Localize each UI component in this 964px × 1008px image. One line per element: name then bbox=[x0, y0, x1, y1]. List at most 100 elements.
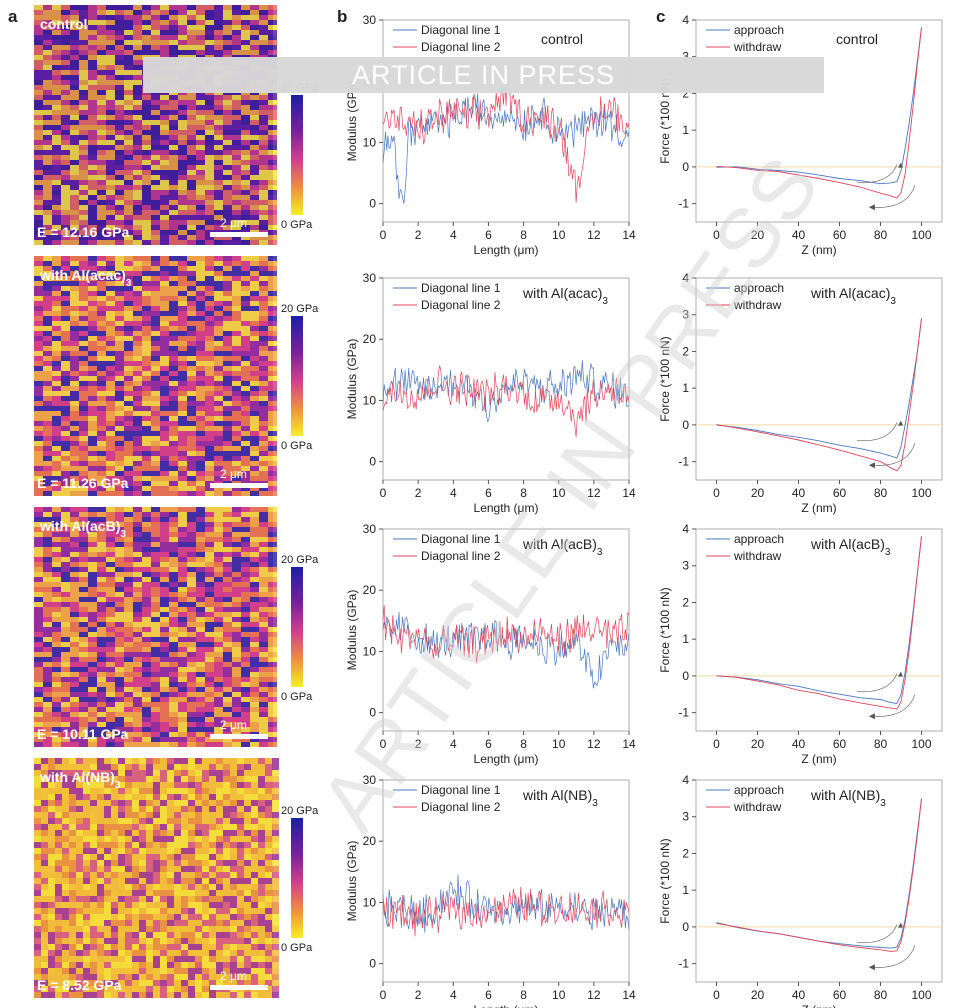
afm-pixel bbox=[169, 396, 178, 401]
afm-pixel bbox=[223, 830, 230, 836]
afm-pixel bbox=[88, 587, 97, 592]
afm-pixel bbox=[187, 371, 196, 376]
afm-pixel bbox=[142, 281, 151, 286]
afm-pixel bbox=[272, 926, 279, 932]
afm-pixel bbox=[34, 235, 43, 240]
afm-pixel bbox=[139, 896, 146, 902]
afm-pixel bbox=[70, 637, 79, 642]
afm-pixel bbox=[151, 517, 160, 522]
afm-pixel bbox=[106, 105, 115, 110]
afm-pixel bbox=[88, 130, 97, 135]
afm-pixel bbox=[196, 10, 205, 15]
afm-pixel bbox=[169, 542, 178, 547]
afm-pixel bbox=[111, 896, 118, 902]
afm-pixel bbox=[151, 441, 160, 446]
afm-pixel bbox=[62, 764, 69, 770]
afm-pixel bbox=[178, 547, 187, 552]
afm-pixel bbox=[196, 271, 205, 276]
afm-pixel bbox=[62, 794, 69, 800]
afm-pixel bbox=[69, 854, 76, 860]
afm-pixel bbox=[151, 281, 160, 286]
afm-pixel bbox=[52, 381, 61, 386]
afm-pixel bbox=[230, 830, 237, 836]
afm-pixel bbox=[259, 235, 268, 240]
afm-pixel bbox=[43, 421, 52, 426]
afm-pixel bbox=[205, 517, 214, 522]
afm-pixel bbox=[268, 271, 277, 276]
afm-pixel bbox=[146, 794, 153, 800]
afm-pixel bbox=[241, 130, 250, 135]
afm-pixel bbox=[268, 135, 277, 140]
afm-pixel bbox=[259, 476, 268, 481]
afm-pixel bbox=[268, 431, 277, 436]
afm-pixel bbox=[187, 542, 196, 547]
afm-pixel bbox=[151, 737, 160, 742]
afm-pixel bbox=[88, 471, 97, 476]
afm-pixel bbox=[125, 758, 132, 764]
afm-pixel bbox=[259, 742, 268, 747]
afm-pixel bbox=[223, 522, 232, 527]
afm-pixel bbox=[259, 45, 268, 50]
afm-pixel bbox=[223, 371, 232, 376]
afm-pixel bbox=[43, 230, 52, 235]
afm-pixel bbox=[232, 376, 241, 381]
afm-pixel bbox=[133, 90, 142, 95]
afm-pixel bbox=[115, 677, 124, 682]
afm-pixel bbox=[61, 572, 70, 577]
afm-pixel bbox=[115, 391, 124, 396]
afm-pixel bbox=[205, 361, 214, 366]
afm-pixel bbox=[61, 331, 70, 336]
afm-pixel bbox=[214, 602, 223, 607]
afm-pixel bbox=[106, 276, 115, 281]
afm-pixel bbox=[34, 926, 41, 932]
afm-pixel bbox=[79, 100, 88, 105]
afm-pixel bbox=[34, 180, 43, 185]
afm-pixel bbox=[232, 20, 241, 25]
afm-pixel bbox=[169, 687, 178, 692]
afm-pixel bbox=[142, 587, 151, 592]
afm-pixel bbox=[90, 836, 97, 842]
afm-pixel bbox=[268, 617, 277, 622]
afm-pixel bbox=[118, 824, 125, 830]
afm-pixel bbox=[160, 95, 169, 100]
afm-pixel bbox=[133, 291, 142, 296]
afm-pixel bbox=[118, 812, 125, 818]
afm-pixel bbox=[106, 30, 115, 35]
afm-pixel bbox=[34, 225, 43, 230]
afm-pixel bbox=[160, 15, 169, 20]
afm-pixel bbox=[205, 537, 214, 542]
afm-pixel bbox=[178, 276, 187, 281]
afm-pixel bbox=[79, 702, 88, 707]
afm-pixel bbox=[97, 306, 106, 311]
afm-pixel bbox=[70, 301, 79, 306]
afm-pixel bbox=[153, 854, 160, 860]
afm-pixel bbox=[232, 662, 241, 667]
afm-pixel bbox=[205, 95, 214, 100]
afm-pixel bbox=[124, 316, 133, 321]
afm-pixel bbox=[52, 416, 61, 421]
afm-pixel bbox=[61, 692, 70, 697]
afm-pixel bbox=[79, 622, 88, 627]
afm-pixel bbox=[62, 806, 69, 812]
afm-pixel bbox=[223, 687, 232, 692]
afm-pixel bbox=[214, 205, 223, 210]
afm-pixel bbox=[106, 195, 115, 200]
afm-pixel bbox=[151, 100, 160, 105]
afm-pixel bbox=[88, 145, 97, 150]
afm-pixel bbox=[132, 914, 139, 920]
afm-pixel bbox=[151, 341, 160, 346]
afm-pixel bbox=[187, 336, 196, 341]
afm-pixel bbox=[195, 908, 202, 914]
afm-pixel bbox=[90, 914, 97, 920]
afm-pixel bbox=[61, 391, 70, 396]
afm-pixel bbox=[259, 431, 268, 436]
afm-pixel bbox=[169, 582, 178, 587]
afm-pixel bbox=[61, 55, 70, 60]
afm-pixel bbox=[205, 120, 214, 125]
afm-pixel bbox=[232, 522, 241, 527]
afm-pixel bbox=[214, 336, 223, 341]
afm-pixel bbox=[76, 908, 83, 914]
afm-pixel bbox=[151, 215, 160, 220]
afm-pixel bbox=[133, 436, 142, 441]
afm-pixel bbox=[188, 926, 195, 932]
